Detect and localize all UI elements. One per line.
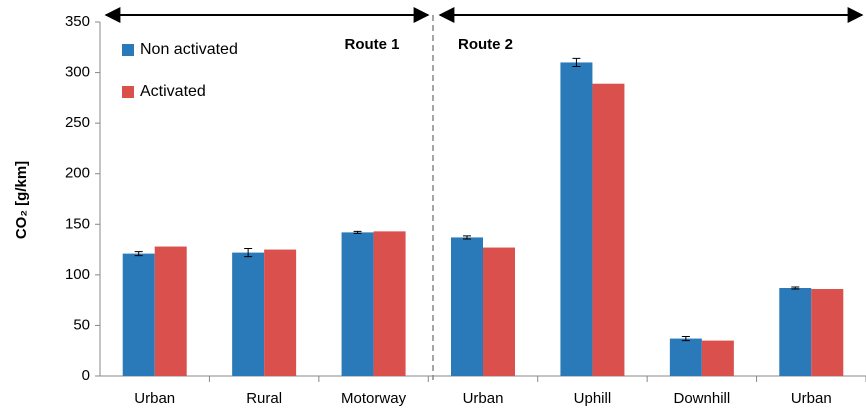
y-tick-label: 200: [65, 165, 90, 182]
bar: [701, 340, 734, 376]
bar: [264, 249, 297, 376]
x-tick-label: Urban: [134, 390, 175, 407]
error-bar: [791, 286, 800, 290]
error-bar: [463, 235, 471, 240]
bar: [811, 289, 844, 376]
y-tick-label: 0: [82, 367, 90, 384]
legend-swatch: [122, 86, 134, 98]
error-bar: [134, 251, 143, 257]
bar: [483, 247, 515, 376]
bar: [154, 246, 187, 376]
x-tick-label: Uphill: [574, 390, 612, 407]
error-bar: [681, 336, 690, 342]
bar: [373, 231, 406, 376]
legend-label: Activated: [140, 83, 206, 100]
x-tick-label: Urban: [463, 390, 504, 407]
annotation: Route 1: [344, 36, 399, 53]
bar: [592, 83, 625, 376]
y-tick-label: 250: [65, 114, 90, 131]
bar: [122, 253, 155, 376]
error-bar: [353, 230, 362, 234]
error-bar: [572, 57, 581, 68]
y-axis-label: CO₂ [g/km]: [13, 161, 30, 239]
bar: [232, 252, 265, 376]
x-tick-label: Rural: [246, 390, 282, 407]
error-bar: [244, 248, 253, 258]
x-tick-label: Motorway: [341, 390, 407, 407]
legend-swatch: [122, 44, 134, 56]
y-tick-label: 100: [65, 266, 90, 283]
x-tick-label: Downhill: [674, 390, 731, 407]
bar: [341, 232, 374, 376]
bar: [669, 338, 702, 376]
y-tick-label: 350: [65, 13, 90, 30]
x-tick-label: Urban: [791, 390, 832, 407]
bar: [451, 237, 483, 376]
bar: [779, 288, 812, 376]
y-tick-label: 150: [65, 215, 90, 232]
y-tick-label: 300: [65, 64, 90, 81]
bar: [560, 62, 593, 376]
y-tick-label: 50: [73, 316, 90, 333]
annotation: Route 2: [458, 36, 513, 53]
legend-label: Non activated: [140, 41, 238, 58]
